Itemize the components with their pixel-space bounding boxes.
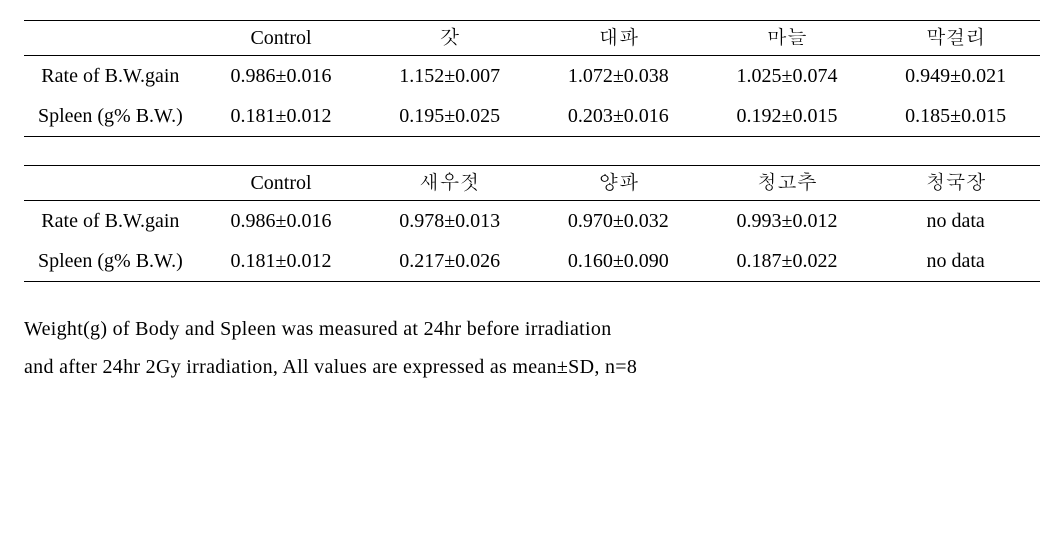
row-label: Rate of B.W.gain bbox=[24, 201, 197, 242]
row-label-text: Rate of B.W.gain bbox=[41, 65, 179, 87]
col-header: Control bbox=[197, 21, 366, 56]
cell: 0.187±0.022 bbox=[703, 241, 872, 282]
cell: 0.978±0.013 bbox=[365, 201, 534, 242]
col-header: 양파 bbox=[534, 166, 703, 201]
row-label: Spleen (g% B.W.) bbox=[24, 241, 197, 282]
row-label: Spleen (g% B.W.) bbox=[24, 96, 197, 137]
cell: 0.160±0.090 bbox=[534, 241, 703, 282]
row-label-text: Spleen (g% B.W.) bbox=[38, 250, 183, 272]
cell: no data bbox=[871, 201, 1040, 242]
cell: 0.217±0.026 bbox=[365, 241, 534, 282]
col-header: 새우젓 bbox=[365, 166, 534, 201]
caption-line: and after 24hr 2Gy irradiation, All valu… bbox=[24, 356, 637, 378]
cell: 0.986±0.016 bbox=[197, 56, 366, 97]
cell: 0.203±0.016 bbox=[534, 96, 703, 137]
col-header: 청고추 bbox=[703, 166, 872, 201]
col-header bbox=[24, 21, 197, 56]
cell: 0.185±0.015 bbox=[871, 96, 1040, 137]
cell: 0.192±0.015 bbox=[703, 96, 872, 137]
row-label-text: Rate of B.W.gain bbox=[41, 210, 179, 232]
col-header: 마늘 bbox=[703, 21, 872, 56]
cell: 1.072±0.038 bbox=[534, 56, 703, 97]
cell: 0.181±0.012 bbox=[197, 96, 366, 137]
cell: 0.949±0.021 bbox=[871, 56, 1040, 97]
table-caption: Weight(g) of Body and Spleen was measure… bbox=[24, 310, 1040, 386]
table-row: Rate of B.W.gain 0.986±0.016 1.152±0.007… bbox=[24, 56, 1040, 97]
table-row: Spleen (g% B.W.) 0.181±0.012 0.217±0.026… bbox=[24, 241, 1040, 282]
table-header-row: Control 새우젓 양파 청고추 청국장 bbox=[24, 166, 1040, 201]
cell: 0.181±0.012 bbox=[197, 241, 366, 282]
cell: 0.986±0.016 bbox=[197, 201, 366, 242]
col-header: Control bbox=[197, 166, 366, 201]
col-header: 대파 bbox=[534, 21, 703, 56]
col-header: 청국장 bbox=[871, 166, 1040, 201]
cell: 0.993±0.012 bbox=[703, 201, 872, 242]
row-label: Rate of B.W.gain bbox=[24, 56, 197, 97]
cell: 1.025±0.074 bbox=[703, 56, 872, 97]
table-row: Spleen (g% B.W.) 0.181±0.012 0.195±0.025… bbox=[24, 96, 1040, 137]
data-table-1: Control 갓 대파 마늘 막걸리 Rate of B.W.gain 0.9… bbox=[24, 20, 1040, 137]
cell: 1.152±0.007 bbox=[365, 56, 534, 97]
cell: no data bbox=[871, 241, 1040, 282]
data-table-2: Control 새우젓 양파 청고추 청국장 Rate of B.W.gain … bbox=[24, 165, 1040, 282]
table-row: Rate of B.W.gain 0.986±0.016 0.978±0.013… bbox=[24, 201, 1040, 242]
cell: 0.970±0.032 bbox=[534, 201, 703, 242]
col-header bbox=[24, 166, 197, 201]
table-header-row: Control 갓 대파 마늘 막걸리 bbox=[24, 21, 1040, 56]
col-header: 막걸리 bbox=[871, 21, 1040, 56]
cell: 0.195±0.025 bbox=[365, 96, 534, 137]
col-header: 갓 bbox=[365, 21, 534, 56]
caption-line: Weight(g) of Body and Spleen was measure… bbox=[24, 318, 612, 340]
row-label-text: Spleen (g% B.W.) bbox=[38, 105, 183, 127]
